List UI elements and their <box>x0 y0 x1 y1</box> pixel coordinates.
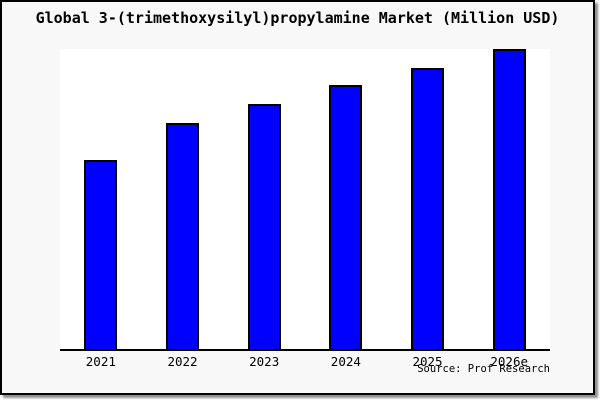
x-tick-label-2023: 2023 <box>249 354 280 369</box>
bar-slot <box>223 104 305 349</box>
x-tick-label-2025: 2025 <box>412 354 443 369</box>
x-tick-label-2026e: 2026e <box>490 354 529 369</box>
chart-frame: Global 3-(trimethoxysilyl)propylamine Ma… <box>0 0 595 395</box>
bar-2024 <box>329 85 363 349</box>
x-tick-label-2024: 2024 <box>330 354 361 369</box>
x-tick-label-2022: 2022 <box>167 354 198 369</box>
bar-2022 <box>166 123 199 349</box>
bar-2023 <box>247 104 281 349</box>
bars-container <box>60 49 550 349</box>
x-axis-tick-labels: 2021 2022 2023 2024 2025 2026e <box>60 354 550 369</box>
source-note: Source: Prof Research <box>417 363 550 375</box>
x-tick-label-2021: 2021 <box>85 354 116 369</box>
bar-slot <box>142 123 224 349</box>
bar-slot <box>468 49 550 349</box>
bar-2025 <box>411 68 445 349</box>
bar-2026e <box>492 49 526 349</box>
chart-title: Global 3-(trimethoxysilyl)propylamine Ma… <box>35 9 560 27</box>
plot-area <box>60 49 550 351</box>
bar-slot <box>387 68 469 349</box>
bar-2021 <box>84 160 118 349</box>
bar-slot <box>60 160 142 349</box>
bar-slot <box>305 85 387 349</box>
